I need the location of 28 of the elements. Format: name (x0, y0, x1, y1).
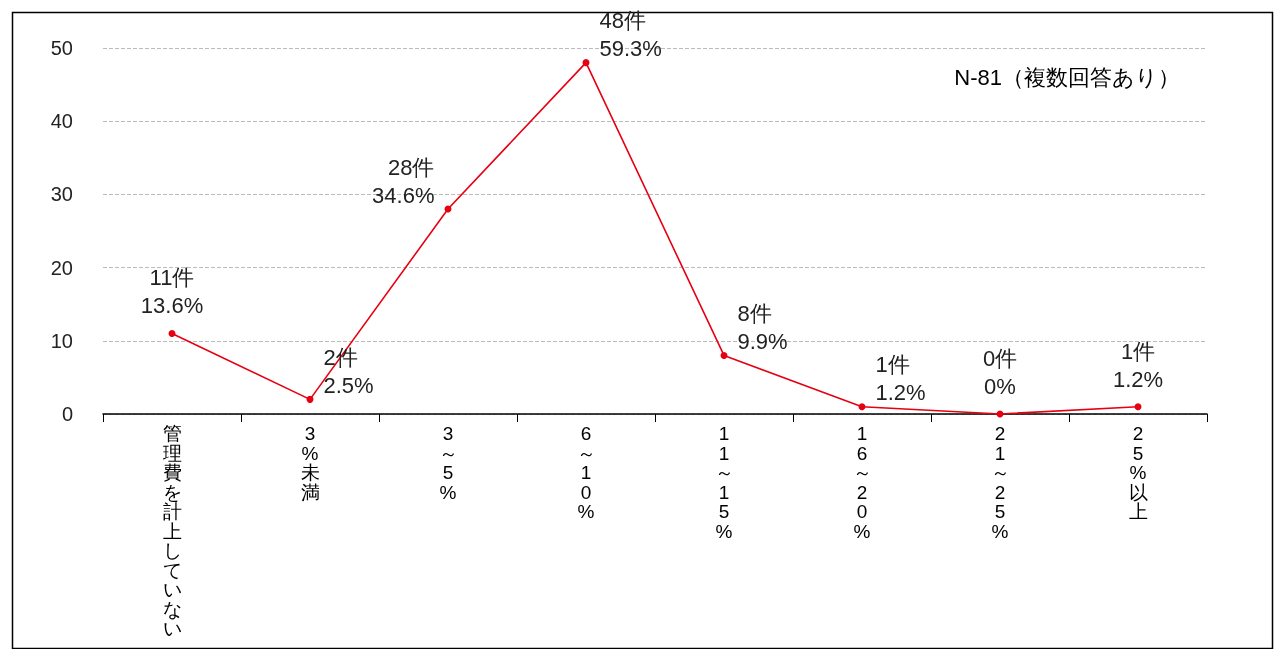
data-label: 28件 34.6% (372, 154, 435, 208)
point (720, 351, 728, 359)
data-label: 48件 59.3% (599, 8, 662, 62)
data-label: 11件 13.6% (140, 265, 204, 319)
point (306, 395, 314, 403)
x-tick-label: 21～25% (990, 423, 1010, 542)
x-tick-label: 3～5% (438, 423, 458, 503)
x-tick-label: 6～10% (576, 423, 596, 523)
annotation: N-81（複数回答あり） (954, 64, 1180, 90)
point (858, 403, 866, 411)
y-tick-label: 40 (50, 110, 73, 133)
y-tick-label: 30 (50, 183, 73, 206)
y-tick-label: 20 (50, 256, 73, 279)
y-tick-label: 10 (50, 329, 73, 352)
data-label: 1件 1.2% (875, 352, 926, 406)
data-label: 0件 0% (982, 346, 1018, 399)
point (1134, 403, 1142, 411)
x-tick-label: 11～15% (714, 423, 734, 542)
x-tick-label: 16～20% (852, 423, 872, 542)
point (582, 59, 590, 67)
data-label: 8件 9.9% (737, 300, 788, 354)
point (168, 329, 176, 337)
x-tick-label: 3%未満 (300, 423, 320, 503)
y-tick-label: 50 (50, 37, 73, 59)
data-label: 1件 1.2% (1112, 338, 1164, 392)
y-tick-label: 0 (61, 403, 73, 425)
category-label: 管理費を計上していない (162, 423, 182, 640)
x-tick-label: 25%以上 (1128, 423, 1148, 523)
